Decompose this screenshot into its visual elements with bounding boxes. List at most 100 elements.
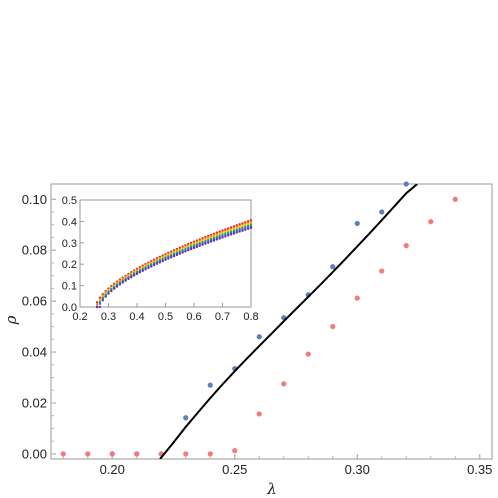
inset-data-point — [110, 289, 113, 293]
red-data-point — [60, 451, 66, 457]
inset-data-point — [201, 243, 204, 246]
inset-data-point — [181, 251, 184, 254]
inset-data-point — [124, 279, 127, 282]
fit-curve-line — [159, 184, 418, 459]
inset-data-point — [144, 268, 147, 271]
red-data-point — [134, 451, 140, 457]
inset-data-point — [175, 253, 179, 257]
inset-data-point — [232, 232, 236, 235]
red-data-point — [183, 451, 189, 457]
blue-data-point — [379, 209, 385, 215]
inset-data-point — [132, 274, 136, 277]
red-data-point — [256, 411, 262, 417]
inset-data-point — [221, 236, 224, 239]
main-y-tick-label: 0.00 — [22, 446, 47, 461]
inset-data-point — [95, 301, 99, 304]
inset-data-point — [207, 241, 210, 244]
main-x-tick-label: 0.35 — [467, 462, 492, 477]
inset-data-point — [98, 305, 102, 309]
main-axis-ticks: 0.20 0.25 0.30 0.35 0.00 0.02 0.04 0.06 0.08 0.10 — [22, 192, 493, 477]
inset-y-tick-label: 0.5 — [62, 195, 77, 207]
red-data-point — [403, 243, 409, 249]
inset-data-point — [238, 230, 241, 233]
inset-data-point — [95, 305, 99, 309]
inset-data-point — [192, 246, 196, 250]
inset-data-point — [135, 272, 139, 276]
inset-y-tick-label: 0.4 — [62, 216, 77, 228]
inset-x-tick-label: 0.4 — [129, 311, 144, 323]
inset-y-tick-label: 0.0 — [62, 302, 77, 314]
main-y-tick-label: 0.10 — [22, 192, 47, 207]
inset-x-tick-label: 0.7 — [215, 311, 230, 323]
main-series-group — [60, 181, 458, 459]
inset-data-point — [101, 299, 105, 302]
inset-data-point — [244, 228, 247, 231]
inset-axis-ticks: 0.2 0.3 0.4 0.5 0.6 0.7 0.8 0.0 0.1 0.2 0.3 0.4 0.5 — [62, 195, 259, 323]
inset-x-tick-label: 0.3 — [101, 311, 116, 323]
inset-data-point — [209, 240, 213, 243]
inset-data-point — [164, 258, 167, 262]
inset-data-point — [98, 300, 102, 304]
inset-data-point — [224, 235, 227, 238]
inset-data-point — [127, 277, 130, 281]
inset-data-point — [167, 257, 170, 260]
inset-data-point — [121, 281, 124, 284]
inset-data-point — [152, 263, 156, 267]
inset-data-point — [150, 265, 153, 268]
inset-data-point — [241, 229, 244, 232]
inset-x-tick-label: 0.5 — [158, 311, 173, 323]
red-data-point — [379, 268, 385, 274]
inset-data-point — [198, 244, 201, 247]
inset-data-point — [172, 254, 176, 258]
inset-x-tick-label: 0.2 — [72, 311, 87, 323]
main-y-axis-label: ρ — [2, 315, 20, 325]
inset-data-point — [184, 250, 187, 253]
inset-data-point — [187, 249, 190, 252]
inset-data-point — [178, 252, 181, 255]
main-x-tick-label: 0.30 — [345, 462, 370, 477]
inset-data-point — [98, 302, 102, 305]
inset-data-point — [115, 285, 119, 288]
red-data-point — [428, 219, 434, 225]
inset-data-point — [246, 227, 250, 230]
red-data-point — [232, 448, 238, 454]
blue-data-point — [330, 264, 336, 270]
inset-data-point — [195, 245, 199, 249]
inset-data-point — [158, 261, 161, 264]
blue-data-point — [256, 334, 262, 340]
inset-series-group — [95, 219, 253, 309]
blue-data-point — [403, 181, 409, 187]
inset-data-point — [138, 271, 142, 274]
inset-data-point — [155, 262, 159, 265]
red-data-point — [305, 351, 311, 357]
blue-data-point — [207, 382, 213, 388]
inset-data-point — [215, 238, 218, 241]
inset-data-point — [204, 242, 207, 245]
inset-data-point — [189, 247, 193, 251]
main-y-tick-label: 0.04 — [22, 345, 47, 360]
inset-background — [58, 188, 260, 318]
inset-data-point — [130, 275, 133, 279]
inset-y-tick-label: 0.3 — [62, 238, 77, 250]
inset-x-tick-label: 0.6 — [186, 311, 201, 323]
blue-data-point — [183, 415, 189, 421]
red-data-point — [281, 381, 287, 387]
inset-y-tick-label: 0.2 — [62, 259, 77, 271]
main-x-tick-label: 0.25 — [222, 462, 247, 477]
red-data-point — [85, 451, 91, 457]
main-plot-frame — [50, 183, 493, 460]
main-y-tick-label: 0.02 — [22, 395, 47, 410]
inset-data-point — [229, 233, 233, 236]
inset-data-point — [147, 266, 150, 270]
inset-data-point — [227, 234, 230, 237]
inset-y-tick-label: 0.1 — [62, 281, 77, 293]
main-y-tick-label: 0.06 — [22, 294, 47, 309]
blue-data-point — [354, 220, 360, 227]
main-x-axis-label: λ — [266, 480, 277, 498]
inset-data-point — [95, 303, 99, 306]
inset-data-point — [118, 283, 122, 286]
inset-data-point — [141, 269, 144, 272]
red-data-point — [109, 451, 115, 457]
inset-data-point — [212, 239, 216, 242]
